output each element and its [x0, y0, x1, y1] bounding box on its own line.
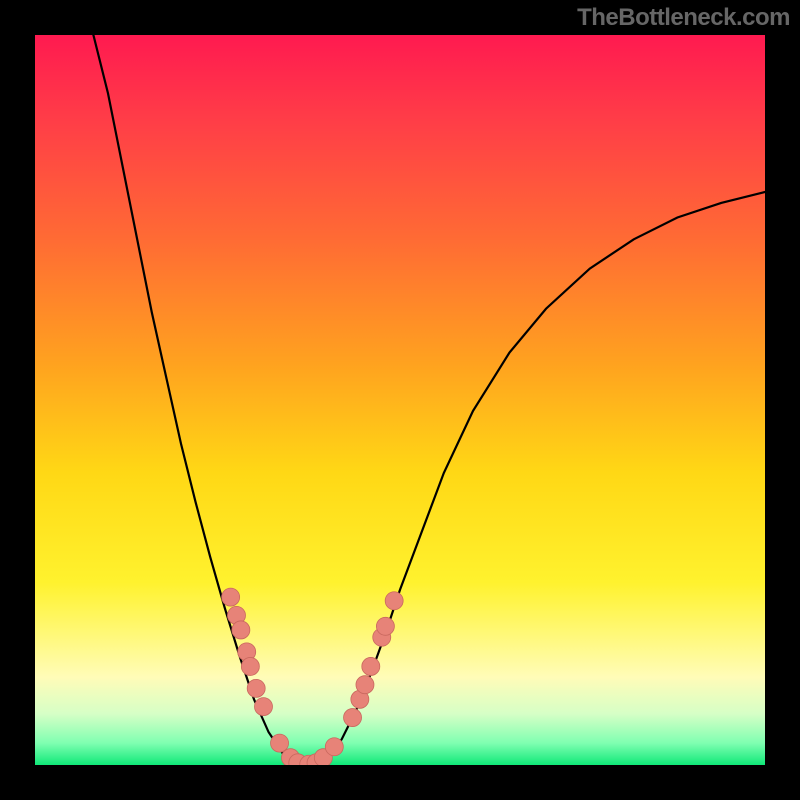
data-marker [247, 679, 265, 697]
data-marker [271, 734, 289, 752]
data-marker [325, 738, 343, 756]
data-marker [376, 617, 394, 635]
watermark-text: TheBottleneck.com [577, 4, 790, 32]
data-marker [356, 676, 374, 694]
data-marker [222, 588, 240, 606]
data-marker [344, 709, 362, 727]
data-marker [254, 698, 272, 716]
plot-background [35, 35, 765, 765]
data-marker [385, 592, 403, 610]
chart-root: TheBottleneck.com [0, 0, 800, 800]
data-marker [241, 657, 259, 675]
chart-svg [0, 0, 800, 800]
data-marker [362, 657, 380, 675]
data-marker [232, 621, 250, 639]
